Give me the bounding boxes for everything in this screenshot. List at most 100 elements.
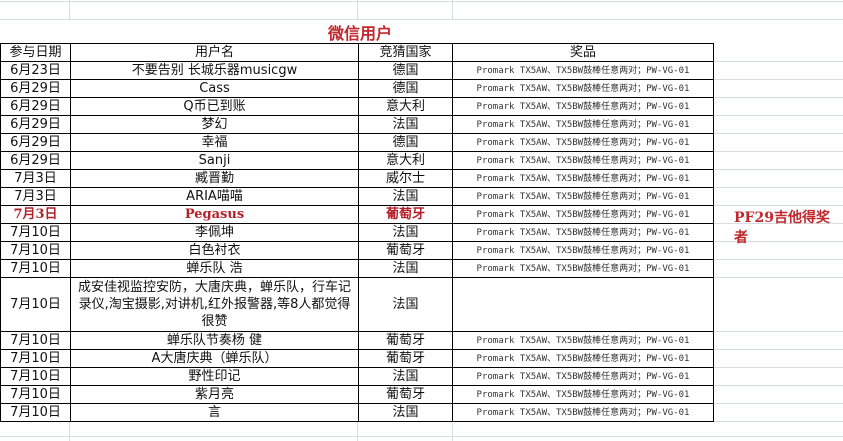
- gridline: [714, 241, 843, 242]
- cell-country[interactable]: 法国: [358, 115, 453, 134]
- cell-user[interactable]: Pegasus: [70, 205, 359, 224]
- cell-date[interactable]: 6月29日: [0, 151, 71, 170]
- table-row: 7月3日 ARIA喵喵 法国 Promark TX5AW、TX5BW鼓棒任意两对；PW…: [0, 187, 714, 206]
- cell-user[interactable]: A大唐庆典（蝉乐队）: [70, 349, 359, 368]
- gridline: [714, 169, 843, 170]
- cell-prize[interactable]: Promark TX5AW、TX5BW鼓棒任意两对；PW-VG-01: [452, 187, 714, 206]
- cell-prize[interactable]: [452, 277, 714, 332]
- cell-user[interactable]: 臧晋勤: [70, 169, 359, 188]
- cell-user[interactable]: 野性印记: [70, 367, 359, 386]
- cell-date[interactable]: 7月10日: [0, 349, 71, 368]
- cell-prize[interactable]: Promark TX5AW、TX5BW鼓棒任意两对；PW-VG-01: [452, 169, 714, 188]
- table-row: 6月29日 Sanji 意大利 Promark TX5AW、TX5BW鼓棒任意两对；P…: [0, 151, 714, 170]
- cell-date[interactable]: 7月10日: [0, 277, 71, 332]
- cell-prize[interactable]: Promark TX5AW、TX5BW鼓棒任意两对；PW-VG-01: [452, 61, 714, 80]
- table-row: 6月23日 不要告别 长城乐器musicgw 德国 Promark TX5AW、TX5…: [0, 61, 714, 80]
- header-country[interactable]: 竞猜国家: [358, 43, 453, 62]
- cell-country[interactable]: 意大利: [358, 151, 453, 170]
- cell-date[interactable]: 7月3日: [0, 205, 71, 224]
- cell-user[interactable]: Sanji: [70, 151, 359, 170]
- cell-user[interactable]: 李佩坤: [70, 223, 359, 242]
- cell-date[interactable]: 6月23日: [0, 61, 71, 80]
- cell-user[interactable]: ARIA喵喵: [70, 187, 359, 206]
- cell-date[interactable]: 7月10日: [0, 223, 71, 242]
- table-row: 7月10日 成安佳视监控安防，大唐庆典，蝉乐队，行车记录仪,淘宝摄影,对讲机,红外…: [0, 277, 714, 332]
- table-row: 7月3日 Pegasus 葡萄牙 Promark TX5AW、TX5BW鼓棒任意两对；…: [0, 205, 714, 224]
- cell-date[interactable]: 6月29日: [0, 97, 71, 116]
- cell-user[interactable]: Cass: [70, 79, 359, 98]
- gridline: [714, 421, 843, 422]
- cell-date[interactable]: 6月29日: [0, 115, 71, 134]
- gridline: [714, 61, 843, 62]
- cell-country[interactable]: 意大利: [358, 97, 453, 116]
- cell-user[interactable]: 成安佳视监控安防，大唐庆典，蝉乐队，行车记录仪,淘宝摄影,对讲机,红外报警器,等…: [70, 277, 359, 332]
- cell-country[interactable]: 威尔士: [358, 169, 453, 188]
- cell-date[interactable]: 7月3日: [0, 187, 71, 206]
- gridline: [714, 403, 843, 404]
- cell-date[interactable]: 7月10日: [0, 367, 71, 386]
- cell-country[interactable]: 法国: [358, 367, 453, 386]
- header-user[interactable]: 用户名: [70, 43, 359, 62]
- cell-prize[interactable]: Promark TX5AW、TX5BW鼓棒任意两对；PW-VG-01: [452, 241, 714, 260]
- gridline: [714, 115, 843, 116]
- cell-user[interactable]: 幸福: [70, 133, 359, 152]
- cell-country[interactable]: 法国: [358, 187, 453, 206]
- cell-user[interactable]: 蝉乐队 浩: [70, 259, 359, 278]
- cell-country[interactable]: 葡萄牙: [358, 205, 453, 224]
- cell-prize[interactable]: Promark TX5AW、TX5BW鼓棒任意两对；PW-VG-01: [452, 97, 714, 116]
- header-prize[interactable]: 奖品: [452, 43, 714, 62]
- cell-country[interactable]: 法国: [358, 277, 453, 332]
- gridline: [357, 422, 358, 441]
- header-date[interactable]: 参与日期: [0, 43, 71, 62]
- cell-country[interactable]: 葡萄牙: [358, 241, 453, 260]
- cell-prize[interactable]: Promark TX5AW、TX5BW鼓棒任意两对；PW-VG-01: [452, 115, 714, 134]
- cell-country[interactable]: 葡萄牙: [358, 331, 453, 350]
- table-row: 6月29日 幸福 德国 Promark TX5AW、TX5BW鼓棒任意两对；PW-VG…: [0, 133, 714, 152]
- cell-prize[interactable]: Promark TX5AW、TX5BW鼓棒任意两对；PW-VG-01: [452, 133, 714, 152]
- cell-prize[interactable]: Promark TX5AW、TX5BW鼓棒任意两对；PW-VG-01: [452, 331, 714, 350]
- cell-country[interactable]: 德国: [358, 61, 453, 80]
- table-row: 7月3日 臧晋勤 威尔士 Promark TX5AW、TX5BW鼓棒任意两对；PW-V…: [0, 169, 714, 188]
- cell-user[interactable]: 紫月亮: [70, 385, 359, 404]
- cell-date[interactable]: 7月10日: [0, 331, 71, 350]
- gridline: [357, 0, 358, 19]
- cell-country[interactable]: 葡萄牙: [358, 349, 453, 368]
- gridline: [714, 385, 843, 386]
- cell-country[interactable]: 法国: [358, 223, 453, 242]
- cell-date[interactable]: 7月10日: [0, 385, 71, 404]
- cell-date[interactable]: 7月3日: [0, 169, 71, 188]
- cell-user[interactable]: 梦幻: [70, 115, 359, 134]
- table-row: 6月29日 Q币已到账 意大利 Promark TX5AW、TX5BW鼓棒任意两对；P…: [0, 97, 714, 116]
- cell-country[interactable]: 法国: [358, 403, 453, 422]
- winner-note[interactable]: PF29吉他得奖者: [734, 210, 830, 246]
- cell-user[interactable]: 白色衬衣: [70, 241, 359, 260]
- cell-user[interactable]: 言: [70, 403, 359, 422]
- cell-prize[interactable]: Promark TX5AW、TX5BW鼓棒任意两对；PW-VG-01: [452, 385, 714, 404]
- cell-prize[interactable]: Promark TX5AW、TX5BW鼓棒任意两对；PW-VG-01: [452, 259, 714, 278]
- table-row: 7月10日 白色衬衣 葡萄牙 Promark TX5AW、TX5BW鼓棒任意两对；PW…: [0, 241, 714, 260]
- cell-country[interactable]: 法国: [358, 259, 453, 278]
- cell-user[interactable]: Q币已到账: [70, 97, 359, 116]
- cell-country[interactable]: 德国: [358, 79, 453, 98]
- cell-prize[interactable]: Promark TX5AW、TX5BW鼓棒任意两对；PW-VG-01: [452, 403, 714, 422]
- gridline: [714, 331, 843, 332]
- cell-user[interactable]: 蝉乐队节奏杨 健: [70, 331, 359, 350]
- cell-date[interactable]: 6月29日: [0, 79, 71, 98]
- gridline: [714, 277, 843, 278]
- cell-date[interactable]: 7月10日: [0, 259, 71, 278]
- cell-prize[interactable]: Promark TX5AW、TX5BW鼓棒任意两对；PW-VG-01: [452, 205, 714, 224]
- cell-prize[interactable]: Promark TX5AW、TX5BW鼓棒任意两对；PW-VG-01: [452, 367, 714, 386]
- cell-prize[interactable]: Promark TX5AW、TX5BW鼓棒任意两对；PW-VG-01: [452, 151, 714, 170]
- cell-date[interactable]: 7月10日: [0, 403, 71, 422]
- cell-country[interactable]: 德国: [358, 133, 453, 152]
- cell-date[interactable]: 7月10日: [0, 241, 71, 260]
- cell-country[interactable]: 葡萄牙: [358, 385, 453, 404]
- cell-date[interactable]: 6月29日: [0, 133, 71, 152]
- gridline: [714, 259, 843, 260]
- gridline: [452, 0, 453, 19]
- cell-prize[interactable]: Promark TX5AW、TX5BW鼓棒任意两对；PW-VG-01: [452, 349, 714, 368]
- cell-prize[interactable]: Promark TX5AW、TX5BW鼓棒任意两对；PW-VG-01: [452, 223, 714, 242]
- cell-prize[interactable]: Promark TX5AW、TX5BW鼓棒任意两对；PW-VG-01: [452, 79, 714, 98]
- gridline: [452, 422, 453, 441]
- cell-user[interactable]: 不要告别 长城乐器musicgw: [70, 61, 359, 80]
